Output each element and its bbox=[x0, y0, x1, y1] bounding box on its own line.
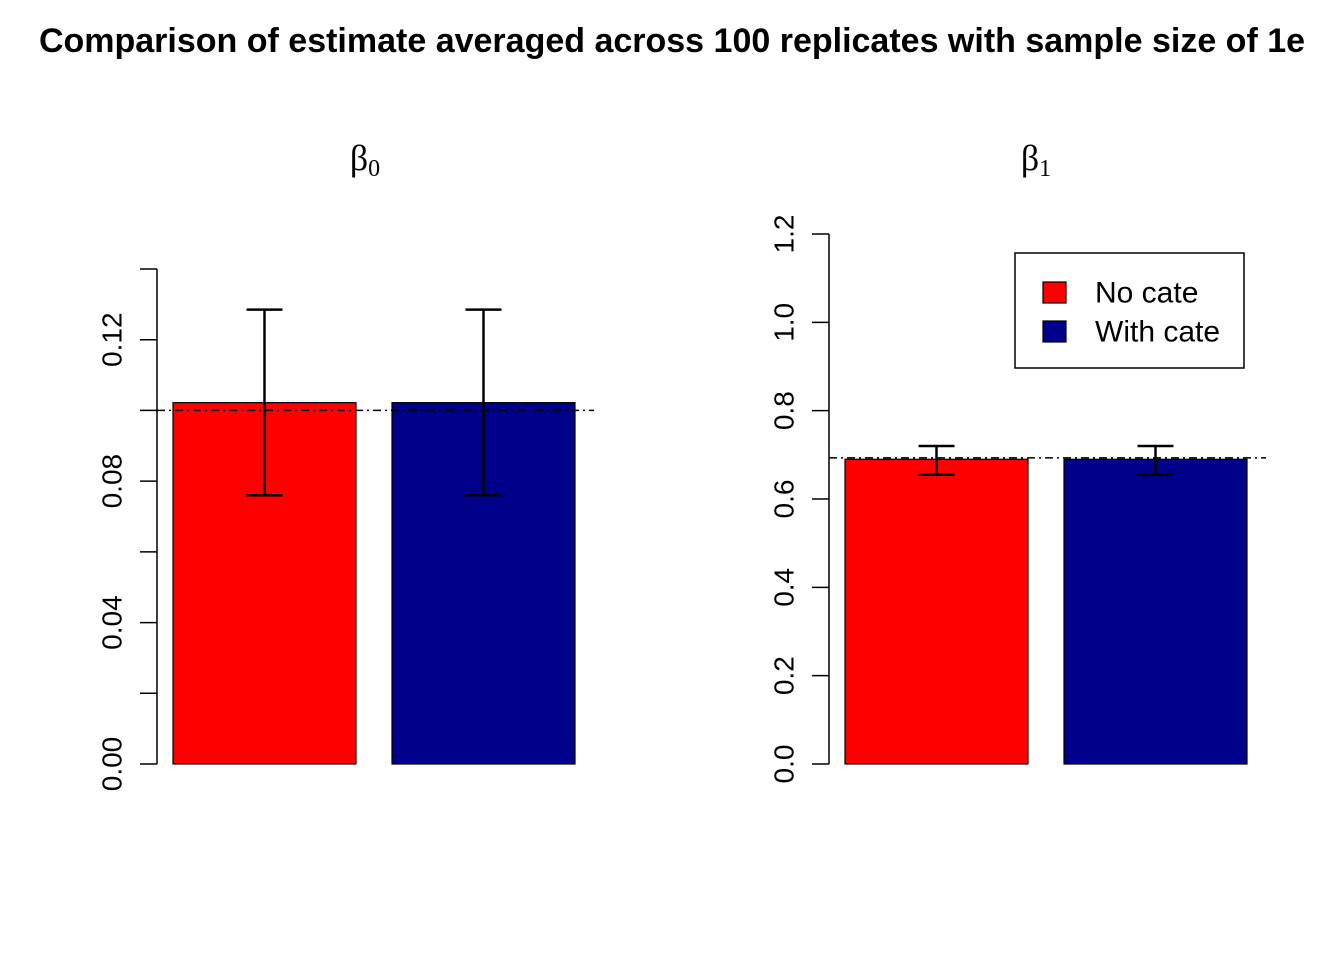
panel-title-symbol: β bbox=[350, 138, 368, 178]
y-tick-label: 0.4 bbox=[769, 568, 800, 607]
legend-label: With cate bbox=[1095, 316, 1220, 349]
panel-title-subscript: 0 bbox=[368, 156, 380, 182]
legend: No cate With cate bbox=[1014, 252, 1245, 369]
y-tick-label: 1.0 bbox=[769, 303, 800, 342]
bar-with-cate bbox=[1063, 458, 1248, 765]
legend-swatch-with-cate bbox=[1042, 320, 1067, 343]
y-tick-label: 0.04 bbox=[97, 595, 128, 650]
y-tick-label: 1.2 bbox=[769, 215, 800, 254]
y-tick-label: 0.00 bbox=[97, 737, 128, 792]
legend-box bbox=[1014, 252, 1245, 369]
legend-label: No cate bbox=[1095, 277, 1198, 310]
panel-title-subscript: 1 bbox=[1039, 156, 1051, 182]
y-tick-label: 0.0 bbox=[769, 745, 800, 784]
y-tick-label: 0.6 bbox=[769, 480, 800, 519]
y-tick-label: 0.8 bbox=[769, 391, 800, 430]
figure-title: Comparison of estimate averaged across 1… bbox=[39, 22, 1305, 60]
y-tick-label: 0.12 bbox=[97, 312, 128, 367]
y-tick-label: 0.2 bbox=[769, 656, 800, 695]
legend-swatch-no-cate bbox=[1042, 281, 1067, 304]
y-tick-label: 0.08 bbox=[97, 454, 128, 509]
panel-beta0: β0 0.00 0.04 0.08 0.12 bbox=[97, 138, 594, 792]
bar-no-cate bbox=[844, 458, 1029, 765]
panel-title-symbol: β bbox=[1021, 138, 1039, 178]
panel-title: β0 bbox=[350, 138, 380, 182]
panel-title: β1 bbox=[1021, 138, 1051, 182]
panel-beta1: β1 0.0 0.2 0.4 0.6 0.8 1.0 1.2 No cate With cate bbox=[769, 138, 1266, 784]
